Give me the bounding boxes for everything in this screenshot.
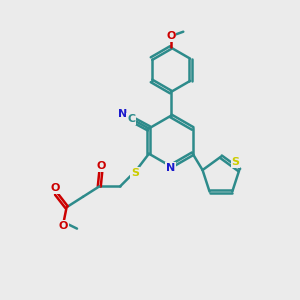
Text: O: O (59, 220, 68, 231)
Text: O: O (96, 161, 106, 171)
Text: C: C (127, 114, 135, 124)
Text: O: O (50, 184, 59, 194)
Text: N: N (166, 163, 176, 173)
Text: S: S (232, 157, 239, 167)
Text: S: S (131, 168, 139, 178)
Text: N: N (118, 110, 128, 119)
Text: O: O (166, 31, 176, 41)
